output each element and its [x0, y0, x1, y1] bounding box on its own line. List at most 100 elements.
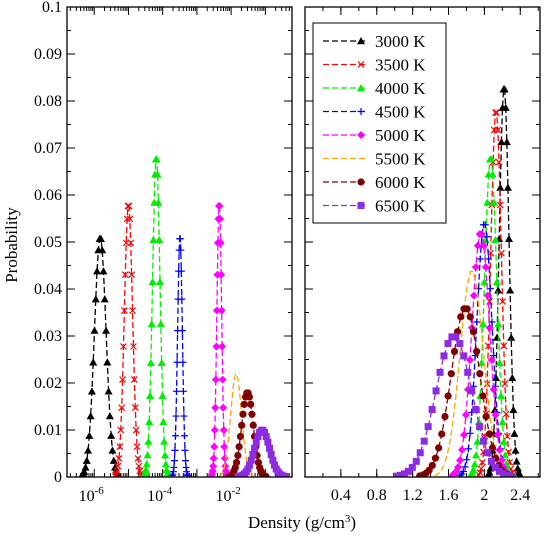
data-point	[432, 387, 440, 395]
data-point	[82, 456, 91, 464]
data-point	[357, 37, 365, 45]
data-point	[463, 305, 471, 313]
data-point	[170, 463, 178, 471]
data-point	[480, 277, 489, 286]
data-point	[468, 387, 476, 395]
data-point	[232, 458, 241, 467]
legend-box	[312, 22, 447, 224]
data-point	[124, 202, 132, 210]
data-point	[487, 356, 496, 365]
data-point	[503, 471, 511, 477]
data-point	[493, 109, 501, 117]
data-point	[127, 239, 135, 247]
data-point	[181, 446, 189, 454]
data-point	[481, 263, 490, 272]
data-point	[219, 426, 228, 435]
panel-gas: 0 0.01 0.02 0.03 0.04 0.05 0.06 0.07 0.08 0.09 0.1…	[34, 0, 293, 505]
data-point	[436, 368, 444, 376]
x-tick-label: 10-4	[147, 485, 173, 505]
data-point	[245, 393, 253, 401]
data-point	[134, 454, 142, 462]
data-point	[173, 387, 181, 395]
data-point	[171, 432, 179, 440]
data-point	[496, 201, 504, 209]
data-point	[96, 234, 105, 242]
data-point	[469, 291, 478, 300]
y-tick-label: 0.1	[42, 0, 62, 16]
data-point	[98, 246, 107, 254]
y-tick-label: 0.06	[34, 187, 62, 204]
data-point	[486, 285, 494, 293]
data-point	[500, 85, 509, 93]
y-tick-label: 0.04	[34, 281, 62, 298]
data-point	[483, 198, 492, 206]
series-4000-K	[140, 155, 172, 477]
data-point	[109, 456, 118, 464]
data-point	[111, 463, 120, 471]
data-point	[357, 84, 365, 92]
data-point	[80, 467, 89, 475]
data-point	[266, 444, 274, 452]
data-point	[464, 368, 472, 376]
y-tick-label: 0.01	[34, 422, 62, 439]
data-point	[481, 221, 489, 229]
data-point	[178, 327, 186, 335]
legend-label: 4500 K	[375, 103, 426, 122]
y-tick-label: 0.02	[34, 375, 62, 392]
data-point	[208, 466, 217, 475]
data-point	[489, 385, 498, 394]
data-point	[509, 405, 518, 414]
data-point	[171, 446, 179, 454]
legend-entry: 6000 K	[323, 173, 426, 192]
data-point	[209, 454, 218, 463]
data-point	[125, 202, 133, 210]
data-point	[438, 430, 446, 438]
data-point	[247, 456, 255, 464]
y-tick-label: 0.05	[34, 234, 62, 251]
data-point	[459, 430, 468, 439]
series-4000-K	[467, 155, 515, 477]
data-point	[447, 370, 455, 378]
data-point	[463, 456, 471, 464]
data-point	[218, 342, 227, 351]
data-point	[452, 333, 460, 341]
data-point	[495, 358, 504, 366]
data-point	[491, 463, 499, 471]
data-point	[357, 131, 365, 139]
data-point	[506, 286, 515, 294]
data-point	[494, 286, 503, 294]
data-point	[218, 375, 227, 384]
data-point	[153, 170, 162, 178]
plot-area-liquid	[392, 85, 524, 477]
data-point	[505, 234, 514, 242]
x-tick-label: 10-2	[216, 485, 241, 505]
data-point	[483, 233, 491, 241]
data-point	[491, 373, 500, 382]
data-point	[404, 467, 412, 475]
y-tick-label: 0	[54, 469, 62, 486]
data-point	[244, 465, 252, 473]
data-point	[282, 473, 290, 477]
panel-frame	[304, 6, 541, 478]
data-point	[157, 358, 166, 366]
legend-entry: 3000 K	[323, 32, 426, 51]
data-point	[494, 126, 502, 134]
data-point	[149, 235, 158, 244]
data-point	[501, 451, 510, 459]
data-point	[461, 410, 470, 419]
data-point	[145, 417, 154, 426]
data-point	[180, 412, 188, 420]
panel-liquid: 0.4 0.8 1.2 1.6 2 2.4	[304, 6, 541, 504]
data-point	[235, 443, 243, 451]
x-axis-title-suffix: )	[350, 513, 356, 532]
data-point	[120, 343, 127, 350]
data-point	[104, 387, 113, 395]
data-point	[161, 460, 170, 468]
data-point	[176, 235, 184, 243]
data-point	[158, 391, 167, 399]
data-point	[476, 255, 484, 263]
series-5000-K	[207, 202, 231, 477]
data-point	[254, 433, 262, 441]
data-point	[477, 358, 486, 366]
